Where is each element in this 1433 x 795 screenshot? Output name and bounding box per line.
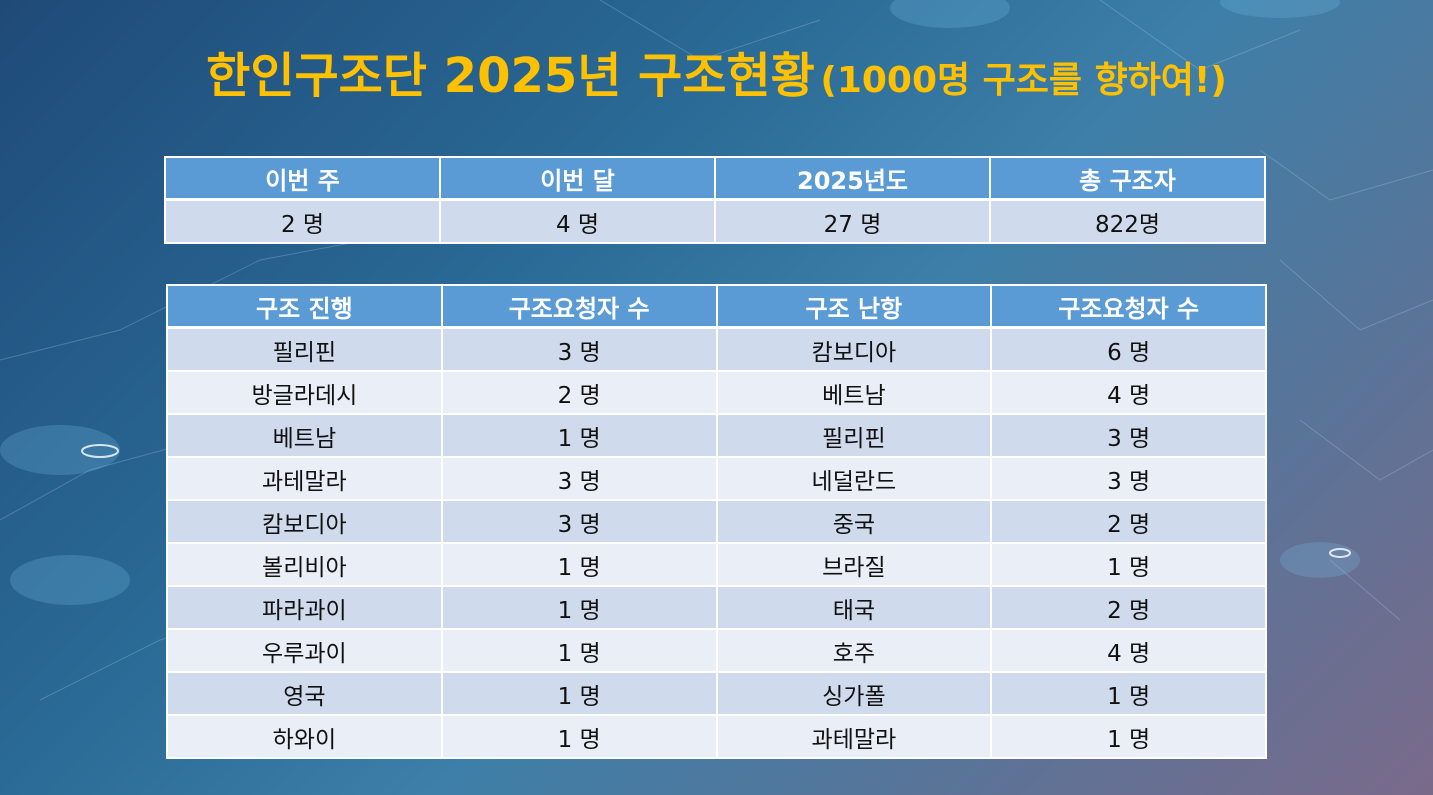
difficult-country: 싱가폴 [715,671,993,716]
difficult-count: 3 명 [990,456,1267,501]
table-row: 볼리비아 1 명 브라질 1 명 [166,542,1267,587]
difficult-count: 1 명 [990,542,1267,587]
progress-country: 하와이 [166,714,443,759]
progress-country: 캄보디아 [166,499,443,544]
progress-count: 1 명 [440,413,718,458]
progress-count: 1 명 [440,542,718,587]
table-row: 우루과이 1 명 호주 4 명 [166,628,1267,673]
progress-count: 3 명 [440,456,718,501]
summary-header-row: 이번 주 이번 달 2025년도 총 구조자 [164,156,1266,201]
summary-value-year: 27 명 [714,198,991,244]
table-row: 방글라데시 2 명 베트남 4 명 [166,370,1267,415]
progress-country: 방글라데시 [166,370,443,415]
status-header-row: 구조 진행 구조요청자 수 구조 난항 구조요청자 수 [166,284,1267,329]
difficult-count: 3 명 [990,413,1267,458]
difficult-country: 필리핀 [715,413,993,458]
difficult-country: 캄보디아 [715,326,993,372]
difficult-count: 4 명 [990,370,1267,415]
difficult-country: 호주 [715,628,993,673]
summary-table: 이번 주 이번 달 2025년도 총 구조자 2 명 4 명 27 명 822명 [164,156,1266,244]
table-row: 캄보디아 3 명 중국 2 명 [166,499,1267,544]
summary-value-month: 4 명 [439,198,716,244]
table-row: 과테말라 3 명 네덜란드 3 명 [166,456,1267,501]
header-difficult: 구조 난항 [715,284,993,329]
difficult-count: 1 명 [990,714,1267,759]
summary-header-total: 총 구조자 [989,156,1266,201]
progress-country: 과테말라 [166,456,443,501]
difficult-count: 1 명 [990,671,1267,716]
difficult-country: 네덜란드 [715,456,993,501]
difficult-country: 브라질 [715,542,993,587]
difficult-count: 2 명 [990,585,1267,630]
page-title: 한인구조단 2025년 구조현황 (1000명 구조를 향하여!) [0,36,1433,106]
table-row: 하와이 1 명 과테말라 1 명 [166,714,1267,759]
progress-country: 볼리비아 [166,542,443,587]
progress-country: 영국 [166,671,443,716]
header-request-count: 구조요청자 수 [440,284,718,329]
summary-header-week: 이번 주 [164,156,441,201]
title-subtitle: (1000명 구조를 향하여!) [820,60,1227,101]
table-row: 영국 1 명 싱가폴 1 명 [166,671,1267,716]
progress-count: 3 명 [440,326,718,372]
progress-country: 베트남 [166,413,443,458]
difficult-count: 4 명 [990,628,1267,673]
table-row: 필리핀 3 명 캄보디아 6 명 [166,326,1267,372]
rescue-status-table: 구조 진행 구조요청자 수 구조 난항 구조요청자 수 필리핀 3 명 캄보디아… [166,284,1267,759]
progress-count: 3 명 [440,499,718,544]
progress-country: 파라과이 [166,585,443,630]
summary-header-month: 이번 달 [439,156,716,201]
summary-value-total: 822명 [989,198,1266,244]
summary-header-year: 2025년도 [714,156,991,201]
progress-count: 1 명 [440,714,718,759]
difficult-country: 베트남 [715,370,993,415]
difficult-country: 중국 [715,499,993,544]
progress-country: 필리핀 [166,326,443,372]
progress-count: 2 명 [440,370,718,415]
difficult-count: 2 명 [990,499,1267,544]
summary-value-row: 2 명 4 명 27 명 822명 [164,198,1266,244]
table-row: 파라과이 1 명 태국 2 명 [166,585,1267,630]
header-request-count: 구조요청자 수 [990,284,1267,329]
difficult-country: 태국 [715,585,993,630]
progress-country: 우루과이 [166,628,443,673]
progress-count: 1 명 [440,671,718,716]
summary-value-week: 2 명 [164,198,441,244]
difficult-country: 과테말라 [715,714,993,759]
progress-count: 1 명 [440,585,718,630]
difficult-count: 6 명 [990,326,1267,372]
title-main: 한인구조단 2025년 구조현황 [206,48,815,104]
progress-count: 1 명 [440,628,718,673]
header-in-progress: 구조 진행 [166,284,443,329]
table-row: 베트남 1 명 필리핀 3 명 [166,413,1267,458]
